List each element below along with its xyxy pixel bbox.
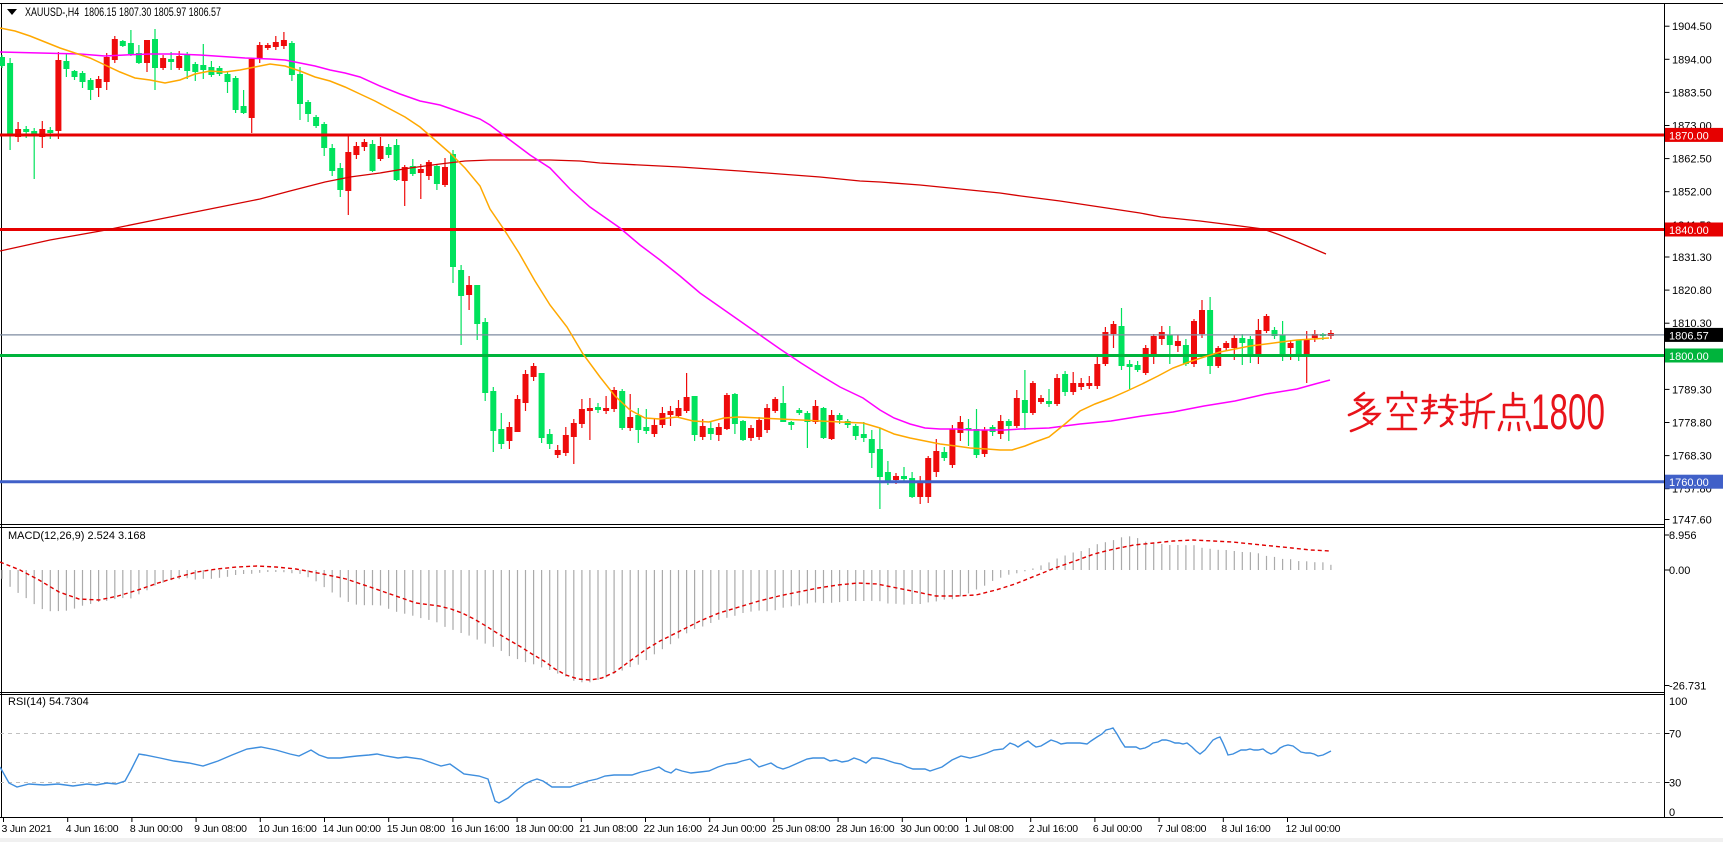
svg-text:8.956: 8.956: [1669, 530, 1697, 542]
svg-text:30 Jun 00:00: 30 Jun 00:00: [900, 823, 959, 835]
svg-text:22 Jun 16:00: 22 Jun 16:00: [644, 823, 703, 835]
svg-text:70: 70: [1669, 729, 1681, 741]
svg-text:3 Jun 2021: 3 Jun 2021: [2, 823, 52, 835]
svg-text:1760.00: 1760.00: [1669, 477, 1709, 489]
svg-text:1800: 1800: [1531, 384, 1605, 440]
svg-text:0: 0: [1669, 807, 1675, 819]
svg-text:30: 30: [1669, 778, 1681, 790]
svg-text:XAUUSD-,H4 1806.15 1807.30 18: XAUUSD-,H4 1806.15 1807.30 1805.97 1806.…: [25, 5, 221, 19]
svg-text:1810.30: 1810.30: [1672, 318, 1712, 330]
svg-text:1894.00: 1894.00: [1672, 54, 1712, 66]
svg-text:100: 100: [1669, 696, 1687, 708]
svg-text:2 Jul 16:00: 2 Jul 16:00: [1029, 823, 1079, 835]
svg-text:8 Jun 00:00: 8 Jun 00:00: [130, 823, 183, 835]
svg-text:15 Jun 08:00: 15 Jun 08:00: [387, 823, 446, 835]
svg-text:1870.00: 1870.00: [1669, 130, 1709, 142]
svg-text:1862.50: 1862.50: [1672, 154, 1712, 166]
svg-text:1789.30: 1789.30: [1672, 384, 1712, 396]
svg-text:1883.50: 1883.50: [1672, 87, 1712, 99]
svg-text:1840.00: 1840.00: [1669, 225, 1709, 237]
svg-text:0.00: 0.00: [1669, 565, 1690, 577]
svg-text:-26.731: -26.731: [1669, 681, 1706, 693]
svg-text:1800.00: 1800.00: [1669, 351, 1709, 363]
svg-text:7 Jul 08:00: 7 Jul 08:00: [1157, 823, 1207, 835]
svg-text:28 Jun 16:00: 28 Jun 16:00: [836, 823, 895, 835]
svg-text:14 Jun 00:00: 14 Jun 00:00: [323, 823, 382, 835]
svg-text:10 Jun 16:00: 10 Jun 16:00: [258, 823, 317, 835]
svg-text:1 Jul 08:00: 1 Jul 08:00: [965, 823, 1015, 835]
svg-text:1820.80: 1820.80: [1672, 285, 1712, 297]
svg-text:1747.60: 1747.60: [1672, 515, 1712, 527]
svg-text:RSI(14) 54.7304: RSI(14) 54.7304: [8, 696, 89, 708]
svg-text:1768.30: 1768.30: [1672, 451, 1712, 463]
svg-text:MACD(12,26,9) 2.524 3.168: MACD(12,26,9) 2.524 3.168: [8, 530, 146, 542]
svg-text:1806.57: 1806.57: [1669, 330, 1709, 342]
svg-text:1852.00: 1852.00: [1672, 187, 1712, 199]
svg-text:9 Jun 08:00: 9 Jun 08:00: [194, 823, 247, 835]
svg-text:21 Jun 08:00: 21 Jun 08:00: [579, 823, 638, 835]
svg-text:1831.30: 1831.30: [1672, 252, 1712, 264]
svg-text:8 Jul 16:00: 8 Jul 16:00: [1221, 823, 1271, 835]
svg-text:16 Jun 16:00: 16 Jun 16:00: [451, 823, 510, 835]
svg-text:6 Jul 00:00: 6 Jul 00:00: [1093, 823, 1143, 835]
svg-text:18 Jun 00:00: 18 Jun 00:00: [515, 823, 574, 835]
svg-text:25 Jun 08:00: 25 Jun 08:00: [772, 823, 831, 835]
svg-text:12 Jul 00:00: 12 Jul 00:00: [1286, 823, 1341, 835]
svg-text:24 Jun 00:00: 24 Jun 00:00: [708, 823, 767, 835]
svg-text:4 Jun 16:00: 4 Jun 16:00: [66, 823, 119, 835]
svg-text:1904.50: 1904.50: [1672, 21, 1712, 33]
svg-text:1778.80: 1778.80: [1672, 418, 1712, 430]
